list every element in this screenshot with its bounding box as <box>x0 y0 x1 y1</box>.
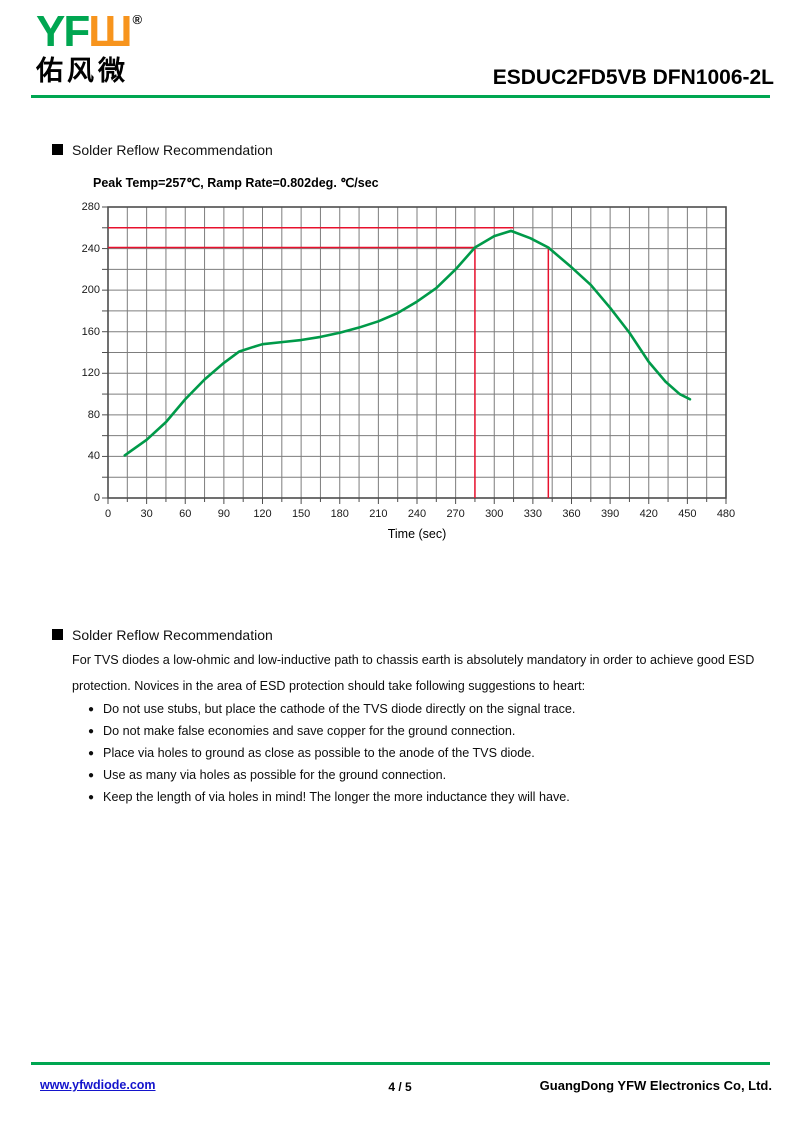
guideline-text: Keep the length of via holes in mind! Th… <box>103 790 570 804</box>
part-number-title: ESDUC2FD5VB DFN1006-2L <box>492 66 774 89</box>
y-tick-label: 280 <box>81 201 100 213</box>
section-heading-solder-reflow: Solder Reflow Recommendation <box>52 142 273 158</box>
dot-bullet-icon: ● <box>88 792 95 803</box>
x-tick-label: 240 <box>407 508 427 520</box>
footer-divider <box>31 1062 770 1065</box>
section-heading-label: Solder Reflow Recommendation <box>72 627 273 643</box>
x-tick-label: 150 <box>291 508 311 520</box>
y-tick-label: 240 <box>81 242 100 255</box>
chart-subtitle: Peak Temp=257℃, Ramp Rate=0.802deg. ℃/se… <box>93 176 379 190</box>
x-tick-label: 420 <box>639 508 658 520</box>
website-link[interactable]: www.yfwdiode.com <box>40 1078 156 1092</box>
dot-bullet-icon: ● <box>88 770 95 781</box>
logo-wordmark: YFШ ® <box>36 10 142 54</box>
intro-line-1: For TVS diodes a low-ohmic and low-induc… <box>72 653 755 667</box>
guideline-item: ● Do not make false economies and save co… <box>88 724 515 738</box>
y-tick-label: 0 <box>93 492 100 504</box>
x-tick-label: 120 <box>253 508 272 520</box>
x-tick-label: 450 <box>678 508 697 520</box>
x-axis-title: Time (sec) <box>387 527 447 541</box>
x-tick-label: 480 <box>716 508 736 520</box>
dot-bullet-icon: ● <box>88 748 95 759</box>
dot-bullet-icon: ● <box>88 704 95 715</box>
x-tick-label: 210 <box>369 508 388 520</box>
y-tick-label: 120 <box>81 367 100 380</box>
section-heading-guidelines: Solder Reflow Recommendation <box>52 627 273 643</box>
x-tick-label: 270 <box>446 508 465 520</box>
chart-plot <box>102 206 727 504</box>
square-bullet-icon <box>52 629 63 640</box>
yfw-logo: YFШ ® 佑风微 <box>36 10 142 85</box>
x-tick-label: 360 <box>562 508 581 520</box>
guideline-item: ● Do not use stubs, but place the cathode… <box>88 702 575 716</box>
y-tick-label: 80 <box>87 408 100 421</box>
guideline-item: ● Use as many via holes as possible for t… <box>88 768 446 782</box>
y-tick-label: 160 <box>81 325 100 338</box>
dot-bullet-icon: ● <box>88 726 95 737</box>
guideline-text: Do not make false economies and save cop… <box>103 724 516 738</box>
x-tick-label: 30 <box>140 508 153 520</box>
guideline-item: ● Place via holes to ground as close as p… <box>88 746 535 760</box>
registered-trademark-icon: ® <box>132 12 143 27</box>
y-tick-label: 200 <box>81 284 100 297</box>
x-tick-label: 90 <box>217 508 230 520</box>
square-bullet-icon <box>52 144 63 155</box>
x-tick-label: 0 <box>104 508 112 520</box>
guideline-text: Do not use stubs, but place the cathode … <box>103 702 576 716</box>
header-divider <box>31 95 770 98</box>
guideline-text: Place via holes to ground as close as po… <box>103 746 535 760</box>
x-tick-label: 180 <box>330 508 349 520</box>
logo-chinese-name: 佑风微 <box>36 56 129 86</box>
company-name: GuangDong YFW Electronics Co, Ltd. <box>539 1078 772 1093</box>
logo-w-glyph: Ш <box>88 7 132 56</box>
guideline-text: Use as many via holes as possible for th… <box>103 768 447 782</box>
logo-yf-text: YF <box>36 7 90 56</box>
x-tick-label: 390 <box>600 508 620 520</box>
guideline-item: ● Keep the length of via holes in mind! T… <box>88 790 570 804</box>
page-number: 4 / 5 <box>388 1080 412 1094</box>
x-tick-label: 60 <box>179 508 192 520</box>
x-tick-label: 330 <box>523 508 543 520</box>
section-heading-label: Solder Reflow Recommendation <box>72 142 273 158</box>
y-tick-label: 40 <box>87 450 100 463</box>
intro-line-2: protection. Novices in the area of ESD p… <box>72 679 586 693</box>
x-tick-label: 300 <box>485 508 504 520</box>
